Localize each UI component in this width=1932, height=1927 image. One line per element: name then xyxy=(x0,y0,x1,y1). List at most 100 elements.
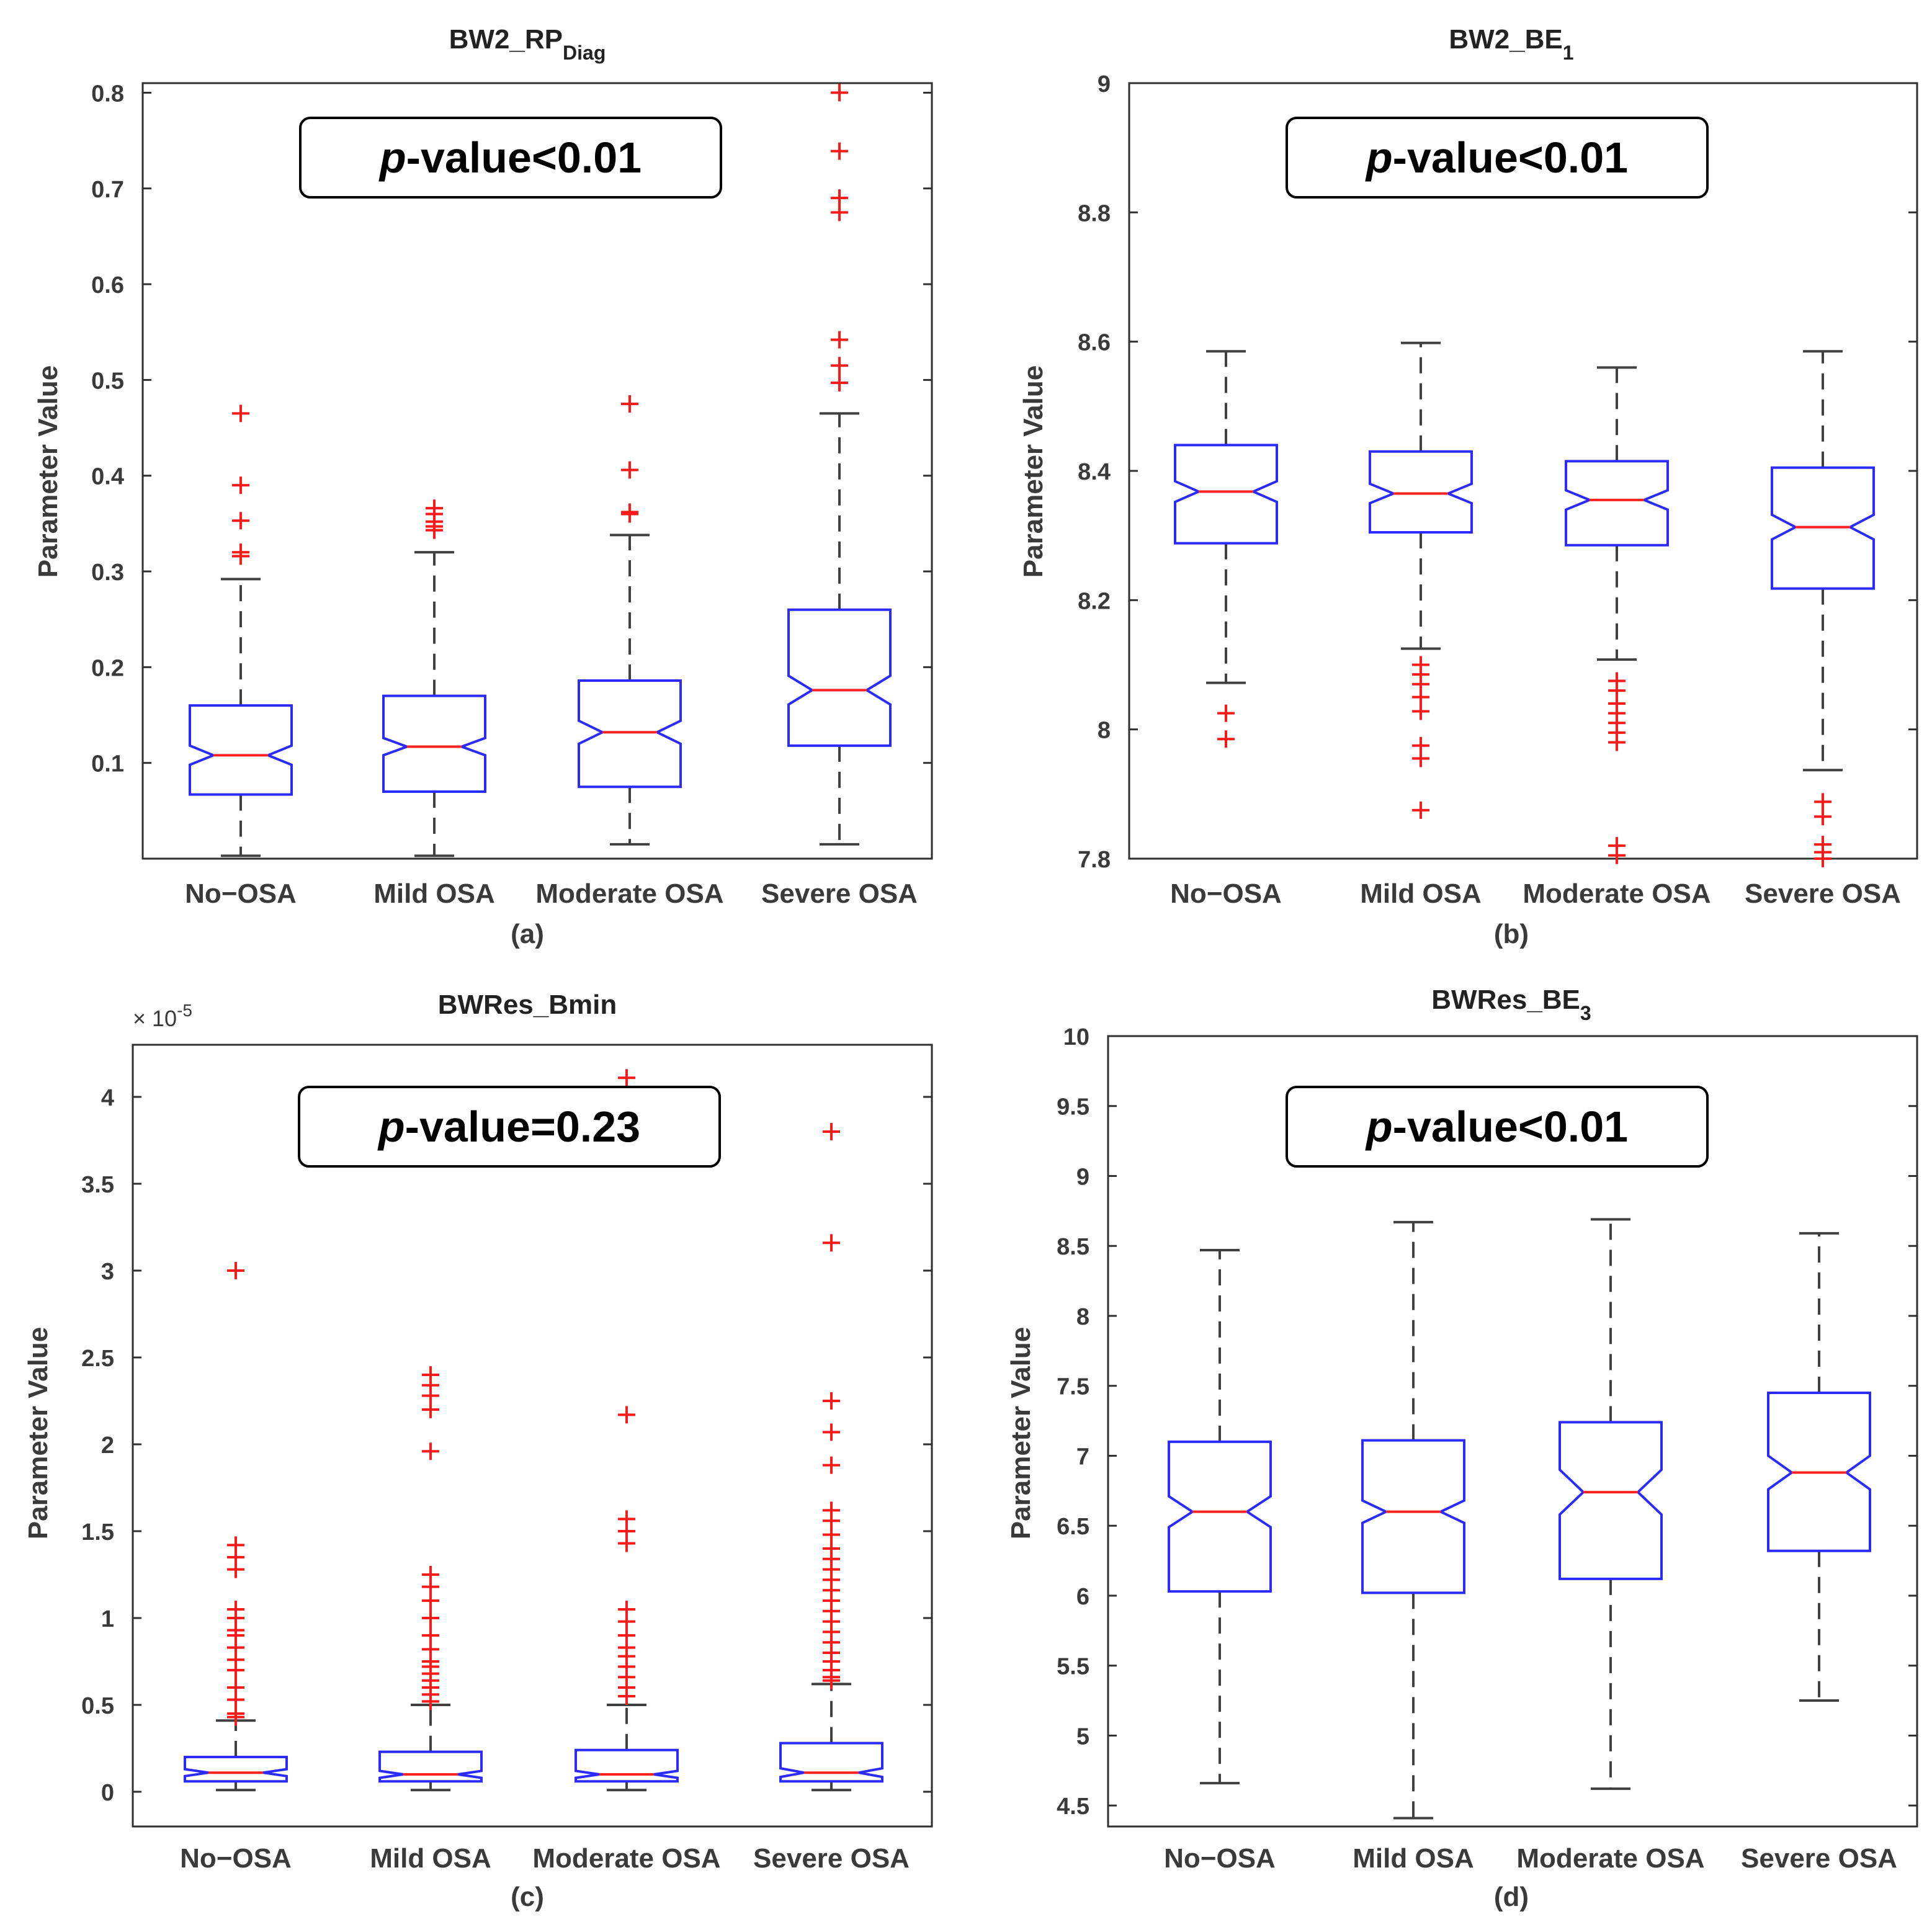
x-tick-label: Mild OSA xyxy=(1353,1843,1474,1874)
outlier-marker xyxy=(823,1423,840,1441)
axes-frame xyxy=(1107,1035,1918,1828)
y-tick-label: 6.5 xyxy=(1057,1514,1089,1540)
outlier-marker xyxy=(823,1392,840,1410)
y-tick-label: 0.5 xyxy=(91,368,124,394)
outlier-marker xyxy=(1608,846,1626,864)
axes-frame xyxy=(1128,82,1918,860)
notched-box xyxy=(184,1756,288,1783)
x-tick-label: Severe OSA xyxy=(1741,1843,1897,1874)
y-tick-label: 8.5 xyxy=(1057,1234,1089,1260)
box-group xyxy=(382,499,486,857)
x-tick-label: Moderate OSA xyxy=(535,879,723,909)
y-tick-label: 8.2 xyxy=(1078,588,1111,614)
panel-label: (a) xyxy=(511,919,544,949)
box-group xyxy=(1767,1232,1871,1702)
notched-box xyxy=(1361,1439,1465,1594)
outlier-marker xyxy=(232,512,249,530)
outlier-marker xyxy=(1217,704,1235,722)
annotation-box xyxy=(298,1086,721,1168)
y-tick-label: 4 xyxy=(101,1085,114,1111)
y-tick-label: 2 xyxy=(101,1433,114,1459)
notched-box xyxy=(1369,450,1473,534)
chart-panel-4: BWRes_BE3 4.5 5 5.5 6 6.5 7 7.5 8 8.5 9 9.5 10 Parame… xyxy=(1006,985,1918,1912)
annotation-box xyxy=(1286,117,1709,199)
box-group xyxy=(1771,350,1875,867)
outlier-marker xyxy=(232,476,249,494)
outlier-marker xyxy=(618,1069,635,1087)
y-tick-label: 1.5 xyxy=(81,1519,114,1545)
chart-panel-3: BWRes_Bmin 0 0.5 1 1.5 2 2.5 3 3.5 4 × 10-5 Paramet… xyxy=(23,990,933,1912)
axes-frame xyxy=(132,1044,933,1828)
y-tick-label: 4.5 xyxy=(1057,1794,1089,1820)
y-tick-label: 7 xyxy=(1076,1444,1089,1470)
y-tick-label: 5.5 xyxy=(1057,1654,1089,1680)
chart-title: BWRes_Bmin xyxy=(438,990,617,1020)
x-tick-label: Mild OSA xyxy=(370,1843,491,1874)
y-tick-label: 3 xyxy=(101,1259,114,1285)
outlier-marker xyxy=(1608,733,1626,751)
box-group xyxy=(1174,350,1278,748)
outlier-marker xyxy=(618,1601,635,1618)
panel-label: (b) xyxy=(1494,919,1529,949)
y-tick-label: 9 xyxy=(1098,71,1111,97)
x-tick-label: Moderate OSA xyxy=(1516,1843,1704,1874)
chart-panel-2: BW2_BE1 7.8 8 8.2 8.4 8.6 8.8 9 Parameter Value N… xyxy=(1018,24,1918,949)
box-group xyxy=(1168,1248,1272,1785)
p-value-annotation: p-value<0.01 xyxy=(1365,133,1628,182)
y-tick-label: 8 xyxy=(1098,718,1111,744)
outlier-marker xyxy=(621,395,638,413)
x-tick-label: Severe OSA xyxy=(1745,879,1901,909)
notched-box xyxy=(578,679,682,789)
chart-title: BW2_BE1 xyxy=(1449,24,1573,64)
outlier-marker xyxy=(227,1536,244,1554)
chart-title: BWRes_BE3 xyxy=(1431,985,1591,1024)
panel-label: (d) xyxy=(1494,1882,1529,1912)
outlier-marker xyxy=(422,1627,439,1644)
box-group xyxy=(1565,366,1669,864)
y-tick-label: 0.8 xyxy=(91,81,124,107)
p-value-annotation: p-value=0.23 xyxy=(377,1102,640,1151)
x-tick-label: Severe OSA xyxy=(753,1843,910,1874)
outlier-marker xyxy=(426,499,443,517)
outlier-marker xyxy=(422,1609,439,1627)
notched-box xyxy=(189,704,293,796)
outlier-marker xyxy=(422,1566,439,1583)
outlier-marker xyxy=(227,1679,244,1696)
x-tick-label: Moderate OSA xyxy=(532,1843,720,1874)
box-group xyxy=(189,405,293,857)
p-value-annotation: p-value<0.01 xyxy=(378,133,642,182)
outlier-marker xyxy=(823,1456,840,1474)
notched-box xyxy=(1565,460,1669,547)
outlier-marker xyxy=(831,189,848,207)
p-value-annotation: p-value<0.01 xyxy=(1365,1102,1628,1151)
notched-box xyxy=(1767,1391,1871,1552)
y-tick-label: 8.6 xyxy=(1078,330,1111,356)
outlier-marker xyxy=(1814,850,1831,867)
y-exponent-label: × 10-5 xyxy=(133,1001,192,1031)
outlier-marker xyxy=(1814,808,1831,826)
y-tick-label: 9.5 xyxy=(1057,1094,1089,1120)
panel-label: (c) xyxy=(511,1882,544,1912)
notched-box xyxy=(1168,1440,1272,1593)
annotation-box xyxy=(299,117,722,199)
y-tick-label: 1 xyxy=(101,1606,114,1632)
outlier-marker xyxy=(1412,801,1429,819)
y-tick-label: 9 xyxy=(1076,1164,1089,1190)
outlier-marker xyxy=(831,142,848,160)
outlier-marker xyxy=(227,1601,244,1618)
outlier-marker xyxy=(1814,793,1831,811)
x-tick-label: Mild OSA xyxy=(1360,879,1482,909)
y-tick-label: 2.5 xyxy=(81,1346,114,1372)
box-group xyxy=(1361,1220,1465,1820)
outlier-marker xyxy=(1412,702,1429,720)
y-tick-label: 7.5 xyxy=(1057,1374,1089,1400)
y-tick-label: 0 xyxy=(101,1780,114,1806)
notched-box xyxy=(378,1750,483,1783)
outlier-marker xyxy=(831,331,848,349)
outlier-marker xyxy=(227,1262,244,1279)
x-tick-label: Moderate OSA xyxy=(1523,879,1711,909)
outlier-marker xyxy=(621,503,638,521)
y-axis-label: Parameter Value xyxy=(1018,365,1049,578)
chart-title: BW2_RPDiag xyxy=(449,24,606,64)
